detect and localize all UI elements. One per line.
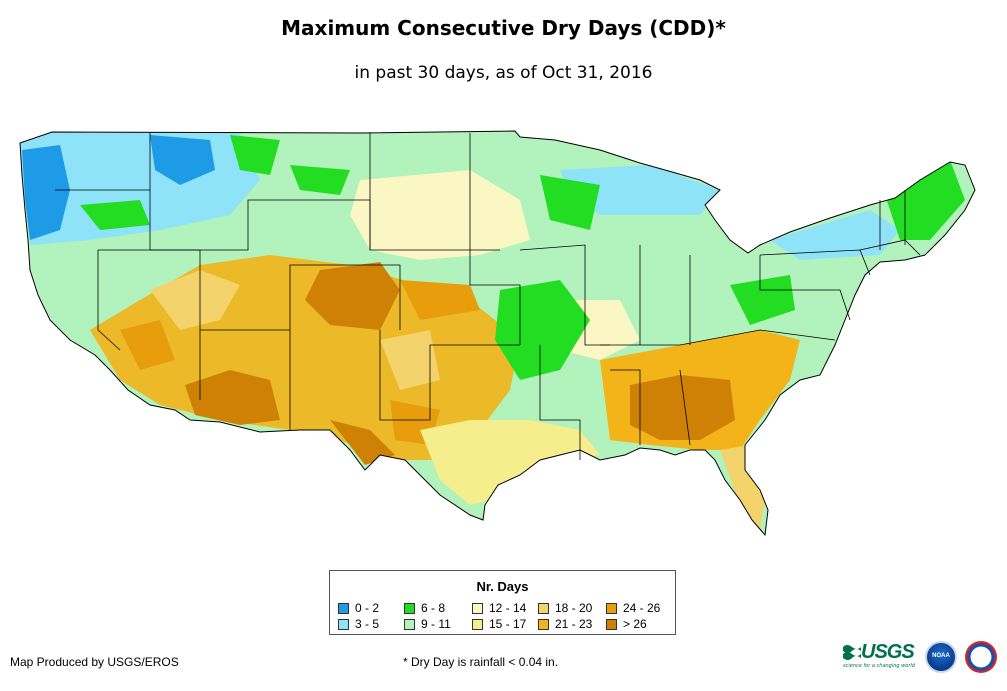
legend-swatch [338,618,349,630]
legend-item-gt26: > 26 [606,617,647,631]
class-area-tx-15-17 [420,420,600,505]
legend-label: 9 - 11 [421,617,451,631]
legend-label: 21 - 23 [555,617,593,631]
legend-item-24-26: 24 - 26 [606,601,660,615]
class-area-24-26 [120,280,480,445]
usgs-logo-text: USGS [861,641,915,663]
legend-swatch [606,618,617,630]
legend-item-12-14: 12 - 14 [472,601,526,615]
map-credit: Map Produced by USGS/EROS [10,655,179,669]
legend-item-18-20: 18 - 20 [538,601,592,615]
map-subtitle: in past 30 days, as of Oct 31, 2016 [354,63,653,83]
nws-logo [965,641,997,673]
class-area-6-8 [80,135,965,380]
state-boundaries [55,133,921,460]
legend-swatch [472,618,483,630]
legend-item-9-11: 9 - 11 [404,617,451,631]
noaa-logo: NOAA [925,641,957,673]
legend-item-21-23: 21 - 23 [538,617,592,631]
noaa-logo-text: NOAA [932,653,950,659]
legend-swatch [404,618,415,630]
legend-swatch [606,602,617,614]
legend-item-0-2: 0 - 2 [338,601,379,615]
legend-label: > 26 [623,617,647,631]
legend-label: 6 - 8 [421,601,446,615]
state-line [369,133,610,346]
usgs-logo: USGS science for a changing world [843,641,915,669]
legend-swatch [538,618,549,630]
legend-swatch [472,602,483,614]
legend-item-3-5: 3 - 5 [338,617,379,631]
legend-item-6-8: 6 - 8 [404,601,445,615]
legend-label: 3 - 5 [355,617,380,631]
state-line [539,329,836,460]
state-line [610,245,691,446]
legend-swatch [404,602,415,614]
class-area-nw-0-2 [22,135,215,240]
legend-label: 12 - 14 [489,601,527,615]
class-area-se-gt26 [630,375,735,440]
legend-label: 24 - 26 [623,601,661,615]
state-line [199,330,520,430]
usgs-tagline: science for a changing world [843,663,915,669]
legend-label: 18 - 20 [555,601,593,615]
usgs-wave-icon [843,644,861,660]
legend-item-15-17: 15 - 17 [472,617,526,631]
cdd-class-areas [20,132,965,530]
class-area-18-20 [150,270,440,390]
legend-label: 0 - 2 [355,601,380,615]
legend-title: Nr. Days [476,579,529,594]
legend-label: 15 - 17 [489,617,527,631]
dry-day-footnote: * Dry Day is rainfall < 0.04 in. [403,655,559,669]
legend-swatch [538,602,549,614]
state-line [859,190,921,256]
map-title: Maximum Consecutive Dry Days (CDD)* [281,16,726,40]
class-area-gt26 [185,262,400,465]
legend-swatch [338,602,349,614]
legend: Nr. Days 0 - 2 3 - 5 6 - 8 9 - 11 12 - 1… [329,570,676,635]
